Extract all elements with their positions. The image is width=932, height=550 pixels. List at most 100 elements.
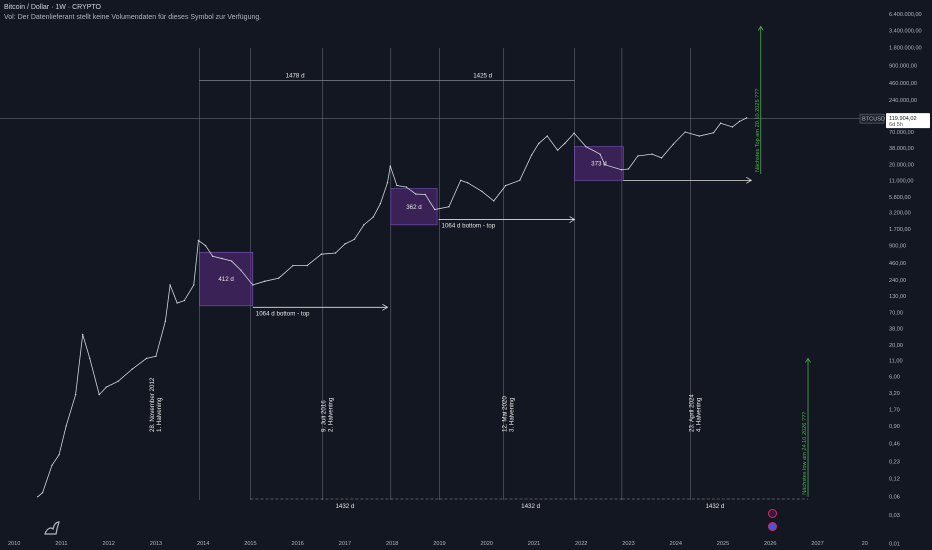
price-point <box>719 122 722 124</box>
price-point <box>131 368 134 370</box>
halving-date: 9. Juli 2016 <box>321 400 328 432</box>
green-arrow-head <box>805 357 811 363</box>
y-tick-label: 11.000,00 <box>889 178 913 184</box>
x-tick-label: 2020 <box>480 541 492 547</box>
price-point <box>386 182 389 184</box>
green-annotation-text: Nächstes low am 24.10.2026 ??? <box>802 412 808 495</box>
drawdown-box-label: 373 d <box>591 160 607 167</box>
y-tick-label: 20,00 <box>889 343 903 349</box>
y-tick-label: 240,00 <box>889 278 906 284</box>
price-tag <box>886 113 930 129</box>
bottom-arrow-label: 1064 d bottom - top <box>442 223 496 230</box>
price-point <box>563 142 566 145</box>
arrow-head <box>382 303 389 311</box>
price-point <box>698 135 701 137</box>
x-tick-label: 2027 <box>811 541 823 547</box>
price-tag-countdown: 6d 5h <box>889 122 903 128</box>
x-tick-label: 2013 <box>150 541 162 547</box>
y-axis: 6.400.000,00 3.400.000,00 1.800.000,00 900.… <box>889 12 922 547</box>
price-point <box>379 202 382 205</box>
price-point <box>51 464 53 467</box>
price-point <box>65 425 67 427</box>
halving-label: 28. November 2012 1. Halvening <box>149 377 163 432</box>
symbol-title: Bitcoin / Dollar · 1W · CRYPTO <box>4 4 101 11</box>
price-point <box>660 157 663 159</box>
top-range-label: 1478 d <box>286 73 305 80</box>
price-point <box>731 126 734 128</box>
price-series-group <box>37 117 748 498</box>
price-point <box>573 132 575 134</box>
price-point <box>537 142 540 145</box>
y-tick-label: 1.700,00 <box>889 227 911 233</box>
y-tick-label: 11,00 <box>889 359 903 365</box>
price-point <box>41 492 44 494</box>
price-point <box>467 182 469 184</box>
lightning-icon[interactable] <box>768 509 777 518</box>
y-tick-label: 1.800.000,00 <box>889 45 922 51</box>
volume-note: Vol: Der Datenlieferant stellt keine Vol… <box>4 14 262 21</box>
x-tick-label: 2014 <box>197 541 209 547</box>
price-point <box>684 131 686 133</box>
x-tick-label: 2024 <box>669 541 681 547</box>
y-tick-label: 3.400.000,00 <box>889 29 922 35</box>
price-point <box>230 260 233 262</box>
y-tick-label: 38.000,00 <box>889 146 914 152</box>
price-point <box>599 153 601 155</box>
price-point <box>74 393 77 396</box>
x-tick-label: 2026 <box>764 541 776 547</box>
y-tick-label: 0,03 <box>889 513 900 519</box>
price-point <box>448 206 450 208</box>
drawdown-boxes-group: 412 d 362 d 373 d <box>199 146 624 307</box>
price-point <box>155 355 157 358</box>
y-tick-label: 0,12 <box>889 477 900 483</box>
price-point <box>519 179 521 182</box>
annotations-group: 1478 d 1425 d 1064 d bottom - top 1064 d bo… <box>149 25 811 510</box>
x-tick-label: 2012 <box>102 541 114 547</box>
price-point <box>98 393 100 396</box>
price-point <box>504 184 507 187</box>
price-point <box>738 120 741 123</box>
price-point <box>292 264 294 267</box>
price-point <box>389 165 392 167</box>
price-point <box>424 193 426 196</box>
cycle-range-label: 1432 d <box>705 503 724 510</box>
price-point <box>197 239 200 242</box>
price-point <box>627 168 630 170</box>
price-point <box>604 164 606 166</box>
halving-number: 1. Halvening <box>156 397 163 432</box>
price-point <box>193 284 195 286</box>
price-point <box>105 386 108 388</box>
dino-logo-icon[interactable] <box>43 519 61 535</box>
price-point <box>89 357 91 360</box>
price-point <box>353 238 356 240</box>
price-point <box>745 117 748 119</box>
green-annotation: Nächstes Top am 20.10.2025 ??? <box>755 88 761 172</box>
price-point <box>651 153 653 155</box>
y-tick-label: 130,00 <box>889 294 906 300</box>
price-point <box>712 132 715 134</box>
price-point <box>460 179 462 182</box>
y-tick-label: 460,00 <box>889 261 906 267</box>
price-point <box>211 255 214 257</box>
y-tick-label: 240.000,00 <box>889 98 917 104</box>
bottom-arrow-label: 1064 d bottom - top <box>256 310 310 317</box>
y-tick-label: 3.200,00 <box>889 211 911 217</box>
x-tick-label: 2019 <box>433 541 445 547</box>
flag-icon[interactable] <box>768 522 777 531</box>
y-tick-label: 3,20 <box>889 391 900 397</box>
price-point <box>334 252 337 254</box>
price-point <box>372 216 374 218</box>
halving-number: 3. Halvening <box>509 397 516 432</box>
halving-date: 28. November 2012 <box>149 377 156 432</box>
price-series-line <box>37 117 747 498</box>
drawdown-box <box>199 251 254 307</box>
price-point <box>37 496 39 498</box>
y-tick-label: 38,00 <box>889 326 903 332</box>
x-tick-label: 2023 <box>622 541 634 547</box>
price-point <box>278 277 280 279</box>
price-point <box>183 299 185 302</box>
price-point <box>396 184 398 187</box>
drawdown-box-label: 412 d <box>218 276 234 283</box>
